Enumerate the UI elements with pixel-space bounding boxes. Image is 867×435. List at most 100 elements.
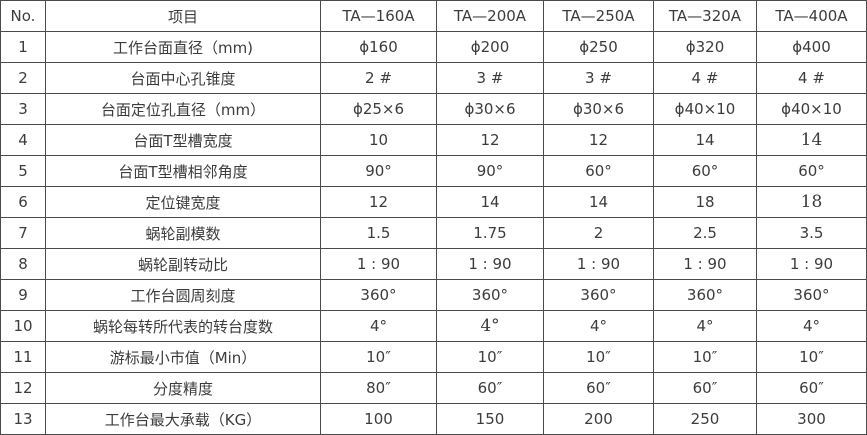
value-cell: 10″ bbox=[653, 341, 757, 373]
value-cell: 60° bbox=[543, 155, 654, 187]
value-cell: 360° bbox=[320, 279, 437, 311]
value-cell: ϕ400 bbox=[756, 31, 867, 63]
value-cell: 14 bbox=[436, 186, 544, 218]
value-cell: ϕ40×10 bbox=[756, 93, 867, 125]
item-label-cell: 台面定位孔直径（mm） bbox=[45, 93, 321, 125]
value-cell: 18 bbox=[756, 186, 867, 218]
value-cell: ϕ40×10 bbox=[653, 93, 757, 125]
value-cell: 1 : 90 bbox=[320, 248, 437, 280]
table-row: 9 工作台圆周刻度 360° 360° 360° 360° 360° bbox=[0, 279, 867, 311]
item-label-cell: 工作台面直径（mm) bbox=[45, 31, 321, 63]
value-cell: 4 # bbox=[653, 62, 757, 94]
value-cell: 60″ bbox=[653, 372, 757, 404]
value-cell: 4° bbox=[320, 310, 437, 342]
item-label-cell: 蜗轮副转动比 bbox=[45, 248, 321, 280]
item-label-cell: 台面中心孔锥度 bbox=[45, 62, 321, 94]
value-cell: 4° bbox=[653, 310, 757, 342]
value-cell: ϕ25×6 bbox=[320, 93, 437, 125]
value-cell: 80″ bbox=[320, 372, 437, 404]
value-cell: 18 bbox=[653, 186, 757, 218]
value-cell: 1 : 90 bbox=[436, 248, 544, 280]
value-cell: ϕ30×6 bbox=[543, 93, 654, 125]
value-cell: 14 bbox=[543, 186, 654, 218]
header-item: 项目 bbox=[45, 0, 321, 32]
row-number-cell: 9 bbox=[0, 279, 46, 311]
value-cell: 1.75 bbox=[436, 217, 544, 249]
value-cell: 100 bbox=[320, 403, 437, 435]
value-cell: 10 bbox=[320, 124, 437, 156]
row-number-cell: 6 bbox=[0, 186, 46, 218]
value-cell: 90° bbox=[436, 155, 544, 187]
row-number-cell: 5 bbox=[0, 155, 46, 187]
value-cell: ϕ160 bbox=[320, 31, 437, 63]
value-cell: ϕ30×6 bbox=[436, 93, 544, 125]
header-ta-400a: TA—400A bbox=[756, 0, 867, 32]
value-cell: 10″ bbox=[436, 341, 544, 373]
row-number-cell: 13 bbox=[0, 403, 46, 435]
value-cell: 1 : 90 bbox=[756, 248, 867, 280]
item-label-cell: 游标最小市值（Min） bbox=[45, 341, 321, 373]
table-row: 5 台面T型槽相邻角度 90° 90° 60° 60° 60° bbox=[0, 155, 867, 187]
table-row: 2 台面中心孔锥度 2 #3 #3 #4 #4 # bbox=[0, 62, 867, 94]
value-cell: ϕ200 bbox=[436, 31, 544, 63]
table-row: 11 游标最小市值（Min） 10″ 10″ 10″ 10″ 10″ bbox=[0, 341, 867, 373]
value-cell: 14 bbox=[653, 124, 757, 156]
value-cell: 360° bbox=[543, 279, 654, 311]
value-cell: 200 bbox=[543, 403, 654, 435]
item-label-cell: 定位键宽度 bbox=[45, 186, 321, 218]
header-row: No. 项目 TA—160A TA—200A TA—250A TA—320A T… bbox=[0, 0, 867, 32]
value-cell: 150 bbox=[436, 403, 544, 435]
row-number-cell: 10 bbox=[0, 310, 46, 342]
value-cell: 1.5 bbox=[320, 217, 437, 249]
value-cell: 3 # bbox=[436, 62, 544, 94]
value-cell: 250 bbox=[653, 403, 757, 435]
value-cell: 300 bbox=[756, 403, 867, 435]
value-cell: 12 bbox=[436, 124, 544, 156]
item-label-cell: 蜗轮副模数 bbox=[45, 217, 321, 249]
row-number-cell: 4 bbox=[0, 124, 46, 156]
value-cell: 12 bbox=[543, 124, 654, 156]
row-number-cell: 7 bbox=[0, 217, 46, 249]
value-cell: 10″ bbox=[756, 341, 867, 373]
item-label-cell: 台面T型槽相邻角度 bbox=[45, 155, 321, 187]
item-label-cell: 台面T型槽宽度 bbox=[45, 124, 321, 156]
value-cell: 1 : 90 bbox=[653, 248, 757, 280]
header-ta-160a: TA—160A bbox=[320, 0, 437, 32]
row-number-cell: 2 bbox=[0, 62, 46, 94]
value-cell: 2.5 bbox=[653, 217, 757, 249]
table-row: 12 分度精度 80″ 60″ 60″ 60″ 60″ bbox=[0, 372, 867, 404]
value-cell: 60° bbox=[756, 155, 867, 187]
item-label-cell: 工作台圆周刻度 bbox=[45, 279, 321, 311]
row-number-cell: 12 bbox=[0, 372, 46, 404]
table-row: 4 台面T型槽宽度 10 12 12 14 14 bbox=[0, 124, 867, 156]
value-cell: 10″ bbox=[543, 341, 654, 373]
header-ta-200a: TA—200A bbox=[436, 0, 544, 32]
value-cell: 3 # bbox=[543, 62, 654, 94]
value-cell: 4 # bbox=[756, 62, 867, 94]
item-label-cell: 分度精度 bbox=[45, 372, 321, 404]
value-cell: 10″ bbox=[320, 341, 437, 373]
table-row: 1 工作台面直径（mm) ϕ160 ϕ200 ϕ250 ϕ320 ϕ400 bbox=[0, 31, 867, 63]
value-cell: 60″ bbox=[756, 372, 867, 404]
value-cell: 90° bbox=[320, 155, 437, 187]
value-cell: ϕ250 bbox=[543, 31, 654, 63]
value-cell: ϕ320 bbox=[653, 31, 757, 63]
value-cell: 4° bbox=[756, 310, 867, 342]
row-number-cell: 3 bbox=[0, 93, 46, 125]
item-label-cell: 蜗轮每转所代表的转台度数 bbox=[45, 310, 321, 342]
item-label-cell: 工作台最大承载（KG） bbox=[45, 403, 321, 435]
value-cell: 360° bbox=[653, 279, 757, 311]
value-cell: 360° bbox=[436, 279, 544, 311]
value-cell: 2 bbox=[543, 217, 654, 249]
table-row: 8 蜗轮副转动比 1 : 90 1 : 90 1 : 90 1 : 90 1 : 90 bbox=[0, 248, 867, 280]
value-cell: 60° bbox=[653, 155, 757, 187]
value-cell: 12 bbox=[320, 186, 437, 218]
table-row: 13 工作台最大承载（KG） 100 150 200 250 300 bbox=[0, 403, 867, 435]
table-row: 10 蜗轮每转所代表的转台度数 4° 4° 4° 4° 4° bbox=[0, 310, 867, 342]
value-cell: 1 : 90 bbox=[543, 248, 654, 280]
header-ta-320a: TA—320A bbox=[653, 0, 757, 32]
value-cell: 60″ bbox=[436, 372, 544, 404]
header-ta-250a: TA—250A bbox=[543, 0, 654, 32]
